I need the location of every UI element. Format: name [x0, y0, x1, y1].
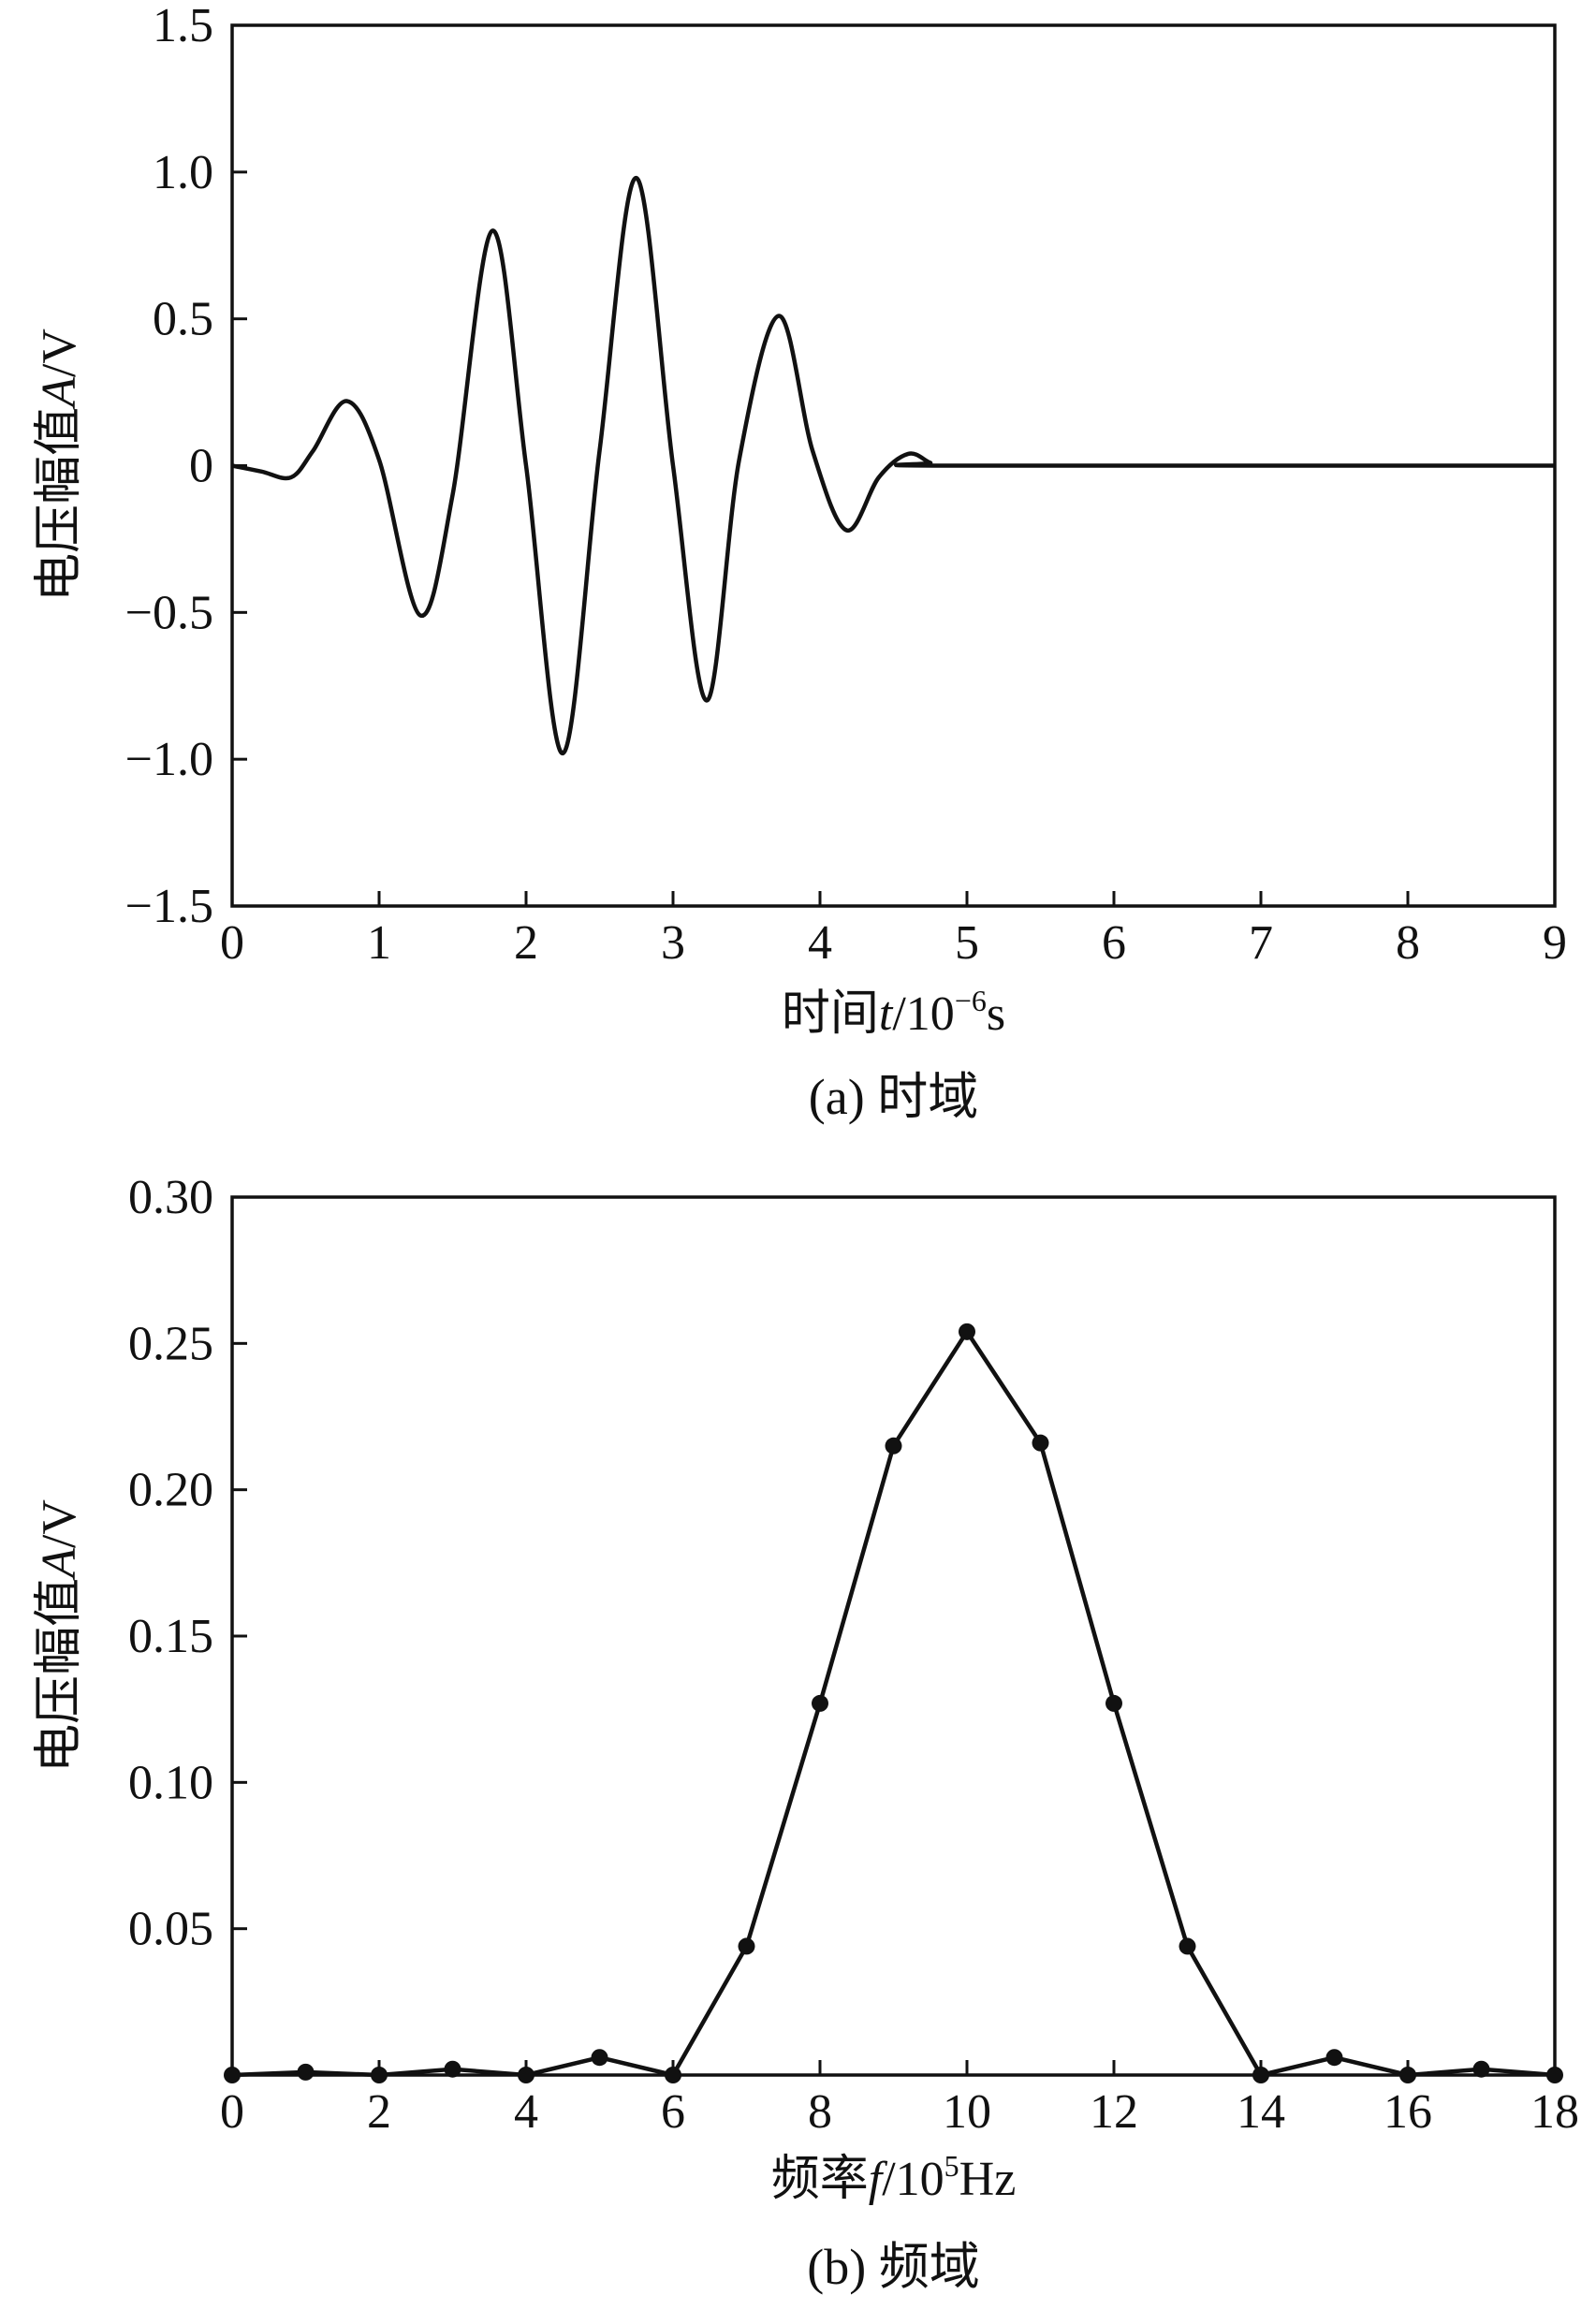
- time-domain-series: [231, 175, 1555, 756]
- time-domain-caption: (a) 时域: [809, 1069, 978, 1125]
- frequency-domain-x-tick-label: 10: [943, 2085, 991, 2139]
- frequency-domain-data-point: [812, 1694, 828, 1712]
- frequency-domain-x-tick-label: 6: [661, 2085, 685, 2139]
- time-domain-x-tick-label: 0: [220, 916, 244, 970]
- frequency-domain-chart: 0 2 4 6 8 10 12 14 16 18 0.05 0.10 0.15 0.20 0.25 0.30…: [33, 1171, 1579, 2295]
- frequency-domain-data-point: [665, 2067, 681, 2083]
- time-domain-x-tick-labels: 0 1 2 3 4 5 6 7 8 9: [220, 916, 1567, 970]
- frequency-domain-y-axis-label: 电压幅值A/V: [33, 1499, 86, 1773]
- frequency-domain-x-axis-label: 频率f/105Hz: [771, 2149, 1017, 2206]
- frequency-domain-data-point: [885, 1437, 902, 1454]
- time-domain-x-tick-label: 4: [808, 916, 832, 970]
- frequency-domain-data-point: [297, 2063, 315, 2081]
- frequency-domain-data-point: [224, 2067, 241, 2083]
- frequency-domain-data-point: [444, 2060, 461, 2078]
- time-domain-x-tick-label: 8: [1396, 916, 1420, 970]
- time-domain-chart: 0 1 2 3 4 5 6 7 8 9 −1.5 −1.0 −0.5 0 0.5 1.0 1.5 时间t/10…: [33, 0, 1567, 1125]
- frequency-domain-x-tick-labels: 0 2 4 6 8 10 12 14 16 18: [220, 2085, 1579, 2139]
- time-domain-y-tick-label: 0: [189, 440, 213, 493]
- frequency-domain-data-point: [371, 2067, 388, 2083]
- frequency-domain-data-point: [1472, 2060, 1490, 2078]
- frequency-domain-y-tick-labels: 0.05 0.10 0.15 0.20 0.25 0.30: [128, 1171, 213, 1956]
- time-domain-x-tick-label: 2: [514, 916, 538, 970]
- time-domain-x-axis-label: 时间t/10−6s: [782, 984, 1005, 1041]
- frequency-domain-data-point: [1546, 2067, 1563, 2083]
- frequency-domain-data-point: [1105, 1694, 1122, 1712]
- time-domain-x-tick-label: 3: [661, 916, 685, 970]
- frequency-domain-y-tick-label: 0.25: [128, 1317, 213, 1370]
- frequency-domain-data-point: [1325, 2049, 1343, 2067]
- time-domain-y-tick-label: −1.5: [125, 880, 213, 933]
- frequency-domain-series: [224, 1323, 1563, 2083]
- time-domain-y-tick-label: 1.5: [153, 0, 213, 52]
- frequency-domain-x-tick-label: 0: [220, 2085, 244, 2139]
- time-domain-x-tick-label: 6: [1102, 916, 1126, 970]
- time-domain-ticks: [230, 23, 1557, 908]
- frequency-domain-data-point: [591, 2049, 608, 2067]
- time-domain-y-tick-label: −0.5: [125, 586, 213, 639]
- time-domain-x-tick-label: 1: [367, 916, 391, 970]
- frequency-domain-plot-frame: [230, 1195, 1557, 2077]
- time-domain-x-tick-label: 7: [1249, 916, 1273, 970]
- frequency-domain-caption: (b) 频域: [807, 2239, 979, 2295]
- frequency-domain-data-point: [738, 1937, 755, 1955]
- frequency-domain-data-point: [1032, 1434, 1049, 1452]
- frequency-domain-x-tick-label: 4: [514, 2085, 538, 2139]
- frequency-domain-y-tick-label: 0.15: [128, 1610, 213, 1663]
- frequency-domain-data-point: [1399, 2067, 1416, 2083]
- frequency-domain-y-tick-label: 0.05: [128, 1903, 213, 1956]
- frequency-domain-ticks: [230, 1195, 1557, 2075]
- frequency-domain-y-tick-label: 0.10: [128, 1756, 213, 1809]
- time-domain-y-tick-label: 1.0: [153, 146, 213, 199]
- frequency-domain-x-tick-label: 16: [1384, 2085, 1432, 2139]
- frequency-domain-y-tick-label: 0.30: [128, 1171, 213, 1224]
- frequency-domain-x-tick-label: 12: [1090, 2085, 1138, 2139]
- time-domain-x-tick-label: 5: [955, 916, 979, 970]
- frequency-domain-x-tick-label: 18: [1530, 2085, 1579, 2139]
- frequency-domain-data-point: [1252, 2067, 1269, 2083]
- frequency-domain-x-tick-label: 14: [1237, 2085, 1285, 2139]
- frequency-domain-data-point: [518, 2067, 534, 2083]
- time-domain-y-tick-label: 0.5: [153, 293, 213, 346]
- frequency-domain-data-point: [1179, 1937, 1196, 1955]
- frequency-domain-x-tick-label: 2: [367, 2085, 391, 2139]
- frequency-domain-data-point: [959, 1323, 975, 1340]
- frequency-domain-y-tick-label: 0.20: [128, 1464, 213, 1517]
- time-domain-y-tick-labels: −1.5 −1.0 −0.5 0 0.5 1.0 1.5: [125, 0, 213, 933]
- time-domain-series-line: [231, 175, 1555, 756]
- frequency-domain-x-tick-label: 8: [808, 2085, 832, 2139]
- time-domain-x-tick-label: 9: [1543, 916, 1567, 970]
- time-domain-y-tick-label: −1.0: [125, 733, 213, 786]
- time-domain-y-axis-label: 电压幅值A/V: [33, 329, 86, 602]
